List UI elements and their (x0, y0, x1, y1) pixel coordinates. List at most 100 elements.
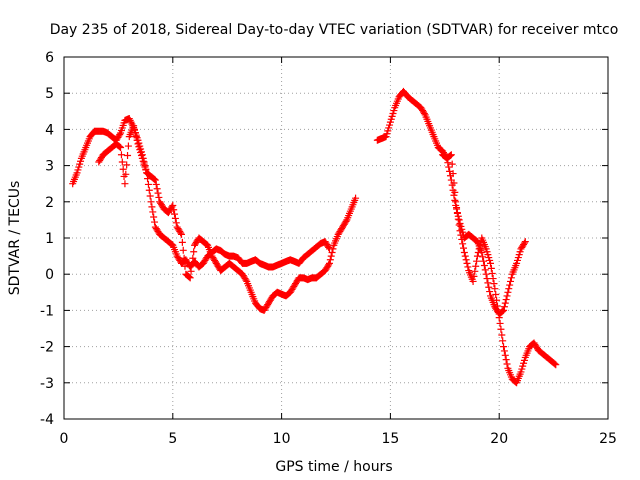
data-point (482, 270, 490, 278)
data-point (520, 239, 528, 247)
data-point (449, 186, 457, 194)
x-tick-labels: 0 5 10 15 20 25 (60, 431, 617, 447)
data-point (499, 307, 507, 315)
data-point (133, 136, 141, 144)
data-point (169, 201, 177, 209)
data-point (462, 256, 470, 264)
data-point (186, 274, 194, 282)
data-point (144, 180, 152, 188)
data-point (447, 151, 455, 159)
data-point (342, 217, 350, 225)
data-point (500, 303, 508, 311)
data-point (473, 252, 481, 260)
data-point (503, 292, 511, 300)
data-point (480, 262, 488, 270)
data-point (444, 159, 452, 167)
data-point (178, 230, 186, 238)
data-point (178, 238, 186, 246)
data-point (503, 360, 511, 368)
data-point (151, 175, 159, 183)
data-point (498, 331, 506, 339)
data-point (189, 254, 197, 262)
y-tick-label: 1 (45, 231, 54, 247)
data-point (460, 244, 468, 252)
chart-title: Day 235 of 2018, Sidereal Day-to-day VTE… (50, 22, 619, 38)
data-point (464, 263, 472, 271)
y-tick-label: -4 (40, 412, 54, 428)
x-tick-label: 10 (273, 431, 291, 447)
data-point (420, 109, 428, 117)
data-point (505, 285, 513, 293)
data-point (451, 196, 459, 204)
data-point (463, 259, 471, 267)
data-point (471, 267, 479, 275)
x-tick-label: 25 (599, 431, 617, 447)
data-point (500, 306, 508, 314)
data-point (327, 252, 335, 260)
x-tick-label: 0 (60, 431, 69, 447)
data-point (478, 248, 486, 256)
data-point (552, 361, 560, 369)
data-point (171, 210, 179, 218)
y-tick-label: 2 (45, 195, 54, 211)
data-point (179, 246, 187, 254)
data-point (489, 275, 497, 283)
y-tick-label: 3 (45, 159, 54, 175)
data-point (481, 266, 489, 274)
data-point (507, 274, 515, 282)
data-point (484, 279, 492, 287)
data-point (500, 347, 508, 355)
data-point (325, 261, 333, 269)
data-point (460, 248, 468, 256)
data-point (453, 209, 461, 217)
y-axis-label: SDTVAR / TECUs (7, 181, 23, 296)
x-axis-label: GPS time / hours (275, 459, 392, 475)
data-point (446, 172, 454, 180)
data-point (130, 122, 138, 130)
data-point (149, 208, 157, 216)
y-tick-label: -3 (40, 376, 54, 392)
data-point (121, 180, 129, 188)
data-point (187, 267, 195, 275)
data-point (352, 194, 360, 202)
data-point (455, 216, 463, 224)
data-point (454, 212, 462, 220)
data-point (445, 163, 453, 171)
data-point (502, 296, 510, 304)
data-point (132, 133, 140, 141)
data-point (448, 181, 456, 189)
data-point (496, 319, 504, 327)
data-point (506, 281, 514, 289)
data-point (501, 299, 509, 307)
data-point (551, 360, 559, 368)
data-point (469, 277, 477, 285)
data-point (452, 201, 460, 209)
data-point (325, 259, 333, 267)
data-point (188, 261, 196, 269)
data-point (491, 285, 499, 293)
data-point (118, 158, 126, 166)
data-point (131, 129, 139, 137)
data-point (117, 144, 125, 151)
data-point (145, 186, 153, 194)
data-point (122, 170, 130, 178)
data-point (119, 165, 127, 173)
data-point (325, 243, 333, 251)
ticks-layer (63, 56, 609, 420)
data-point (507, 277, 515, 285)
x-tick-label: 5 (168, 431, 177, 447)
data-point (490, 280, 498, 288)
data-point (148, 203, 156, 211)
data-point (151, 176, 159, 184)
data-point (123, 161, 131, 169)
data-point (151, 218, 159, 226)
y-tick-label: 4 (45, 122, 54, 138)
data-point (328, 248, 336, 256)
y-tick-labels: -4 -3 -2 -1 0 1 2 3 4 5 6 (40, 50, 54, 428)
data-point (185, 273, 193, 281)
data-point (447, 176, 455, 184)
data-point (180, 254, 188, 262)
data-point (329, 245, 337, 253)
